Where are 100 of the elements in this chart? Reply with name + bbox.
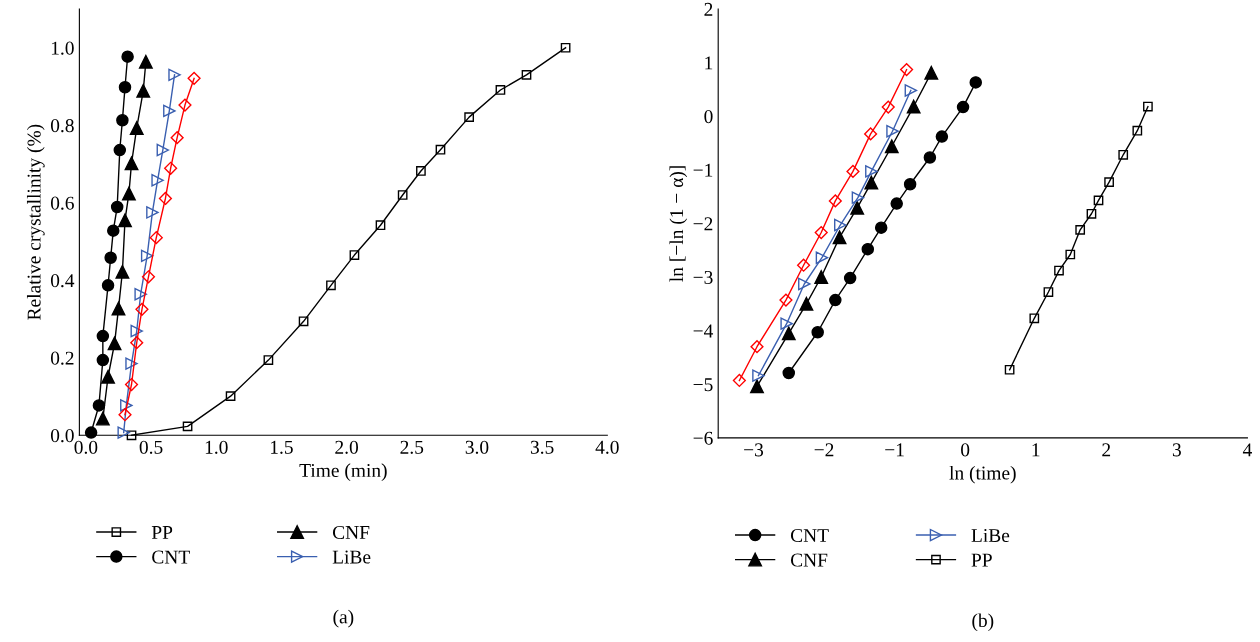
point <box>1118 149 1129 160</box>
point <box>96 353 110 367</box>
point <box>375 220 386 231</box>
text: (b) <box>972 613 994 632</box>
point <box>124 156 139 171</box>
point <box>326 280 336 291</box>
point <box>851 191 865 204</box>
point <box>397 190 408 200</box>
x-tick-label: 2 <box>1102 443 1111 457</box>
point <box>111 301 126 316</box>
x-tick-label: −3 <box>744 443 764 457</box>
point <box>750 340 764 354</box>
point <box>101 279 115 292</box>
point <box>170 131 184 145</box>
point <box>110 200 124 214</box>
point <box>135 302 149 316</box>
point <box>136 83 151 98</box>
point <box>121 50 134 63</box>
point <box>1086 208 1097 219</box>
point <box>1043 287 1054 297</box>
y-tick-label: 1.0 <box>51 41 74 55</box>
point <box>182 421 193 432</box>
point <box>116 113 129 127</box>
point <box>782 366 796 380</box>
point <box>799 296 814 311</box>
point <box>796 258 811 272</box>
point <box>118 408 132 422</box>
x-tick-label: 0.0 <box>74 440 98 454</box>
x-tick-label: 3.5 <box>530 440 554 454</box>
point <box>126 430 137 441</box>
y-tick-label: 0.8 <box>50 119 74 133</box>
point <box>832 230 847 245</box>
point <box>115 264 130 279</box>
y-axis-title: Relative crystallinity (%) <box>26 124 45 320</box>
point <box>846 164 860 179</box>
point <box>834 218 847 232</box>
y-tick-label: 0 <box>704 110 713 124</box>
point <box>861 242 875 256</box>
point <box>130 336 144 350</box>
legend-label: PP <box>971 553 992 567</box>
point <box>814 270 829 284</box>
point <box>906 99 921 114</box>
point <box>349 250 360 260</box>
point <box>107 336 122 351</box>
x-tick-label: 4.0 <box>595 440 619 454</box>
point <box>903 178 917 191</box>
x-tick-label: 4 <box>1242 443 1252 457</box>
point <box>101 369 116 384</box>
point <box>864 127 878 141</box>
point <box>104 251 117 265</box>
y-tick-label: 0.0 <box>50 429 74 443</box>
point <box>138 54 153 69</box>
point <box>904 84 918 97</box>
legend-label: LiBe <box>332 550 371 564</box>
point <box>890 197 903 210</box>
point <box>969 76 982 89</box>
point <box>874 221 888 234</box>
point <box>187 71 201 85</box>
point <box>146 206 159 219</box>
point <box>141 270 156 284</box>
point <box>125 357 138 370</box>
point <box>900 62 914 77</box>
point <box>225 391 236 401</box>
point <box>1093 195 1104 206</box>
point <box>1075 224 1086 235</box>
legend-label: LiBe <box>971 528 1010 543</box>
x-tick-label: 2.5 <box>400 440 424 454</box>
point <box>163 104 176 118</box>
point <box>95 411 110 426</box>
y-tick-label: 0.4 <box>50 274 75 288</box>
point <box>815 251 829 264</box>
x-tick-label: −1 <box>885 443 904 457</box>
x-axis-title: Time (min) <box>299 463 387 481</box>
point <box>781 326 796 341</box>
point <box>779 293 793 307</box>
point <box>560 42 571 53</box>
point <box>1132 125 1143 136</box>
point <box>156 143 170 157</box>
point <box>886 124 899 138</box>
point <box>124 377 139 392</box>
y-tick-label: 1 <box>705 56 713 70</box>
point <box>120 399 133 412</box>
point <box>130 324 143 338</box>
point <box>164 161 178 175</box>
point <box>134 287 147 301</box>
y-axis-title: ln [−ln (1 − α)] <box>669 166 688 282</box>
x-tick-label: 0 <box>961 443 970 457</box>
point <box>149 231 163 245</box>
y-tick-label: 0.2 <box>50 351 74 365</box>
point <box>118 213 132 228</box>
point <box>495 85 506 95</box>
text: (a) <box>333 609 354 628</box>
y-tick-label: 0.6 <box>50 196 74 210</box>
point <box>118 81 132 94</box>
x-axis-title: ln (time) <box>949 465 1016 484</box>
y-tick-label: −3 <box>693 270 713 284</box>
point <box>1143 101 1153 112</box>
point <box>92 399 106 412</box>
point <box>1065 249 1076 260</box>
point <box>924 65 939 80</box>
